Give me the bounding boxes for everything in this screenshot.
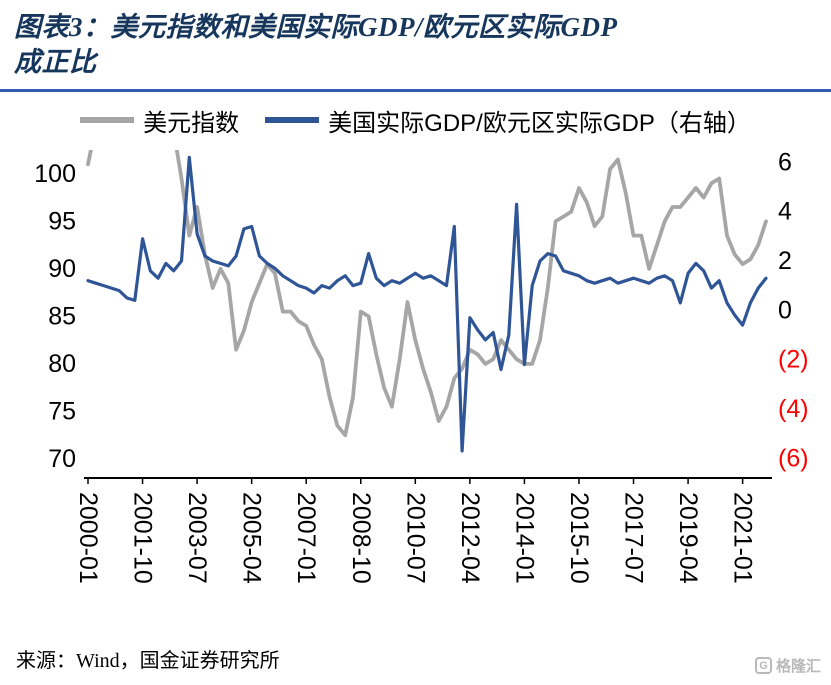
gray-line-swatch bbox=[80, 117, 135, 124]
gelonghui-logo-text: 格隆汇 bbox=[775, 658, 821, 675]
x-axis-tick-label: 2005-04 bbox=[238, 492, 266, 584]
x-axis-tick-label: 2014-01 bbox=[510, 492, 538, 584]
dual-axis-line-chart: 100 95 90 85 80 75 70 6 4 2 0 (2) (4) (6) 2000-01 2001-… bbox=[34, 149, 809, 585]
legend-item-gdp-ratio: 美国实际GDP/欧元区实际GDP（右轴） bbox=[265, 103, 751, 138]
x-axis-tick-label: 2001-10 bbox=[129, 492, 157, 584]
gelonghui-logo-icon: G bbox=[754, 657, 772, 674]
legend-label-gdp-ratio: 美国实际GDP/欧元区实际GDP（右轴） bbox=[328, 109, 751, 137]
figure-title: 图表3：美元指数和美国实际GDP/欧元区实际GDP 成正比 bbox=[0, 0, 831, 80]
left-axis-tick-label: 90 bbox=[48, 255, 76, 283]
x-axis-tick-label: 2007-01 bbox=[292, 492, 320, 584]
x-axis-tick-label: 2017-07 bbox=[620, 492, 648, 584]
right-axis-tick-label: 6 bbox=[778, 149, 792, 177]
x-axis-tick-label: 2021-01 bbox=[729, 492, 757, 584]
series-line-usd-index bbox=[86, 150, 768, 438]
x-axis-tick-label: 2019-04 bbox=[674, 492, 702, 584]
title-divider-rule bbox=[0, 89, 831, 93]
x-axis-tick-label: 2015-10 bbox=[565, 492, 593, 584]
right-axis-tick-label: 4 bbox=[778, 198, 792, 226]
figure-title-line1: 图表3：美元指数和美国实际GDP/欧元区实际GDP bbox=[14, 12, 618, 42]
x-axis-tick-label: 2008-10 bbox=[347, 492, 375, 584]
series-line-gdp-ratio bbox=[86, 155, 768, 453]
left-axis-tick-label: 80 bbox=[48, 350, 76, 378]
chart-legend: 美元指数 美国实际GDP/欧元区实际GDP（右轴） bbox=[0, 103, 831, 138]
right-axis-tick-label: (4) bbox=[778, 395, 809, 423]
right-axis-tick-label: (6) bbox=[778, 444, 809, 472]
right-axis-tick-label: 2 bbox=[778, 247, 792, 275]
source-note: 来源：Wind，国金证券研究所 bbox=[16, 650, 280, 672]
left-axis-tick-label: 70 bbox=[48, 445, 76, 473]
x-axis-tick-label: 2000-01 bbox=[74, 492, 102, 584]
x-axis-tick-label: 2012-04 bbox=[456, 492, 484, 584]
legend-label-usd-index: 美元指数 bbox=[143, 109, 240, 137]
left-axis-tick-label: 100 bbox=[34, 160, 76, 188]
left-axis-tick-label: 95 bbox=[48, 207, 76, 235]
right-axis-tick-label: 0 bbox=[778, 296, 792, 324]
gelonghui-watermark: G 格隆汇 bbox=[754, 655, 821, 676]
x-axis-tick-label: 2010-07 bbox=[401, 492, 429, 584]
blue-line-swatch bbox=[265, 117, 320, 124]
left-axis-tick-label: 75 bbox=[48, 398, 76, 426]
x-axis-tick-label: 2003-07 bbox=[183, 492, 211, 584]
legend-item-usd-index: 美元指数 bbox=[80, 103, 239, 138]
figure-title-line2: 成正比 bbox=[14, 47, 97, 78]
left-axis-tick-label: 85 bbox=[48, 303, 76, 331]
right-axis-tick-label: (2) bbox=[778, 346, 809, 374]
